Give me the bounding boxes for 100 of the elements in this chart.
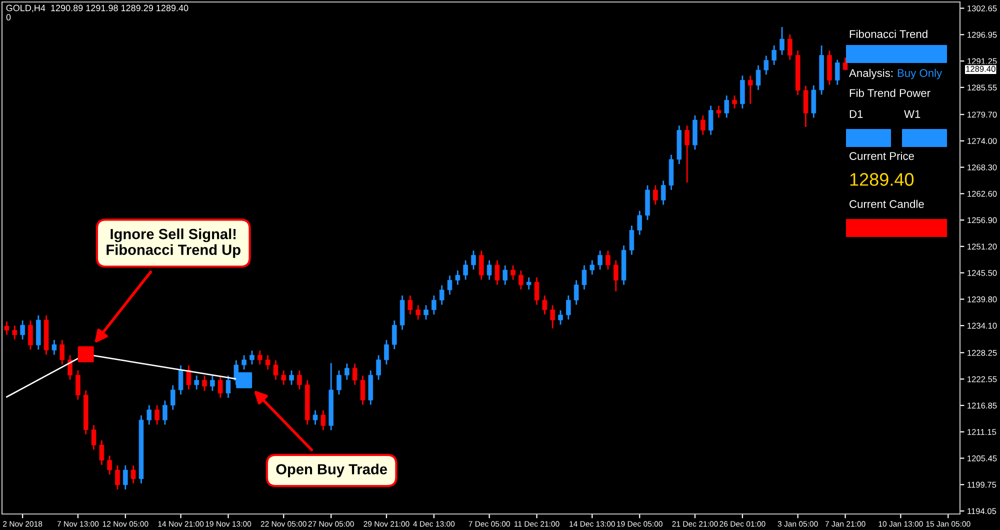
candlestick (68, 354, 72, 380)
candlestick (408, 294, 413, 316)
candlestick (384, 339, 389, 366)
candlestick (352, 362, 358, 386)
candlestick (344, 362, 350, 380)
annotation: Analysis: (849, 68, 892, 80)
candlestick (471, 250, 476, 270)
candlestick (439, 284, 444, 306)
candlestick (582, 264, 587, 290)
y-tick-label: 1279.70 (968, 112, 997, 118)
annotation: Open Buy Trade (276, 464, 387, 478)
candlestick (772, 44, 776, 66)
candlestick (637, 210, 642, 236)
candlestick (226, 374, 231, 398)
candlestick (4, 320, 10, 336)
candlestick (312, 410, 318, 426)
y-tick-label: 1245.50 (968, 270, 997, 276)
annotation: W1 (904, 110, 920, 118)
candlestick (463, 260, 468, 280)
candlestick (764, 55, 769, 76)
candlestick (534, 276, 540, 306)
candlestick (336, 370, 342, 396)
candlestick (162, 400, 168, 426)
candlestick (123, 464, 128, 490)
annotation: 1289.40 (850, 173, 914, 186)
candlestick (740, 74, 745, 110)
candlestick (273, 360, 278, 380)
candlestick (130, 464, 136, 484)
candlestick (653, 184, 658, 206)
candlestick (265, 354, 270, 370)
candlestick (842, 56, 848, 71)
y-tick-label: 1262.60 (968, 190, 997, 197)
candlestick (99, 440, 104, 466)
candlestick (502, 264, 508, 286)
candlestick (146, 404, 152, 426)
candlestick (91, 424, 96, 450)
y-tick-label: 1228.25 (968, 350, 997, 356)
candlestick (732, 94, 737, 110)
candlestick (494, 260, 500, 286)
candlestick (510, 264, 516, 280)
candlestick (606, 250, 610, 270)
candlestick (416, 304, 420, 320)
candlestick (700, 114, 706, 136)
y-tick-label: 1234.10 (968, 322, 997, 329)
candlestick (550, 304, 555, 330)
candlestick (194, 374, 199, 390)
candlestick (258, 350, 262, 366)
candlestick (392, 320, 397, 350)
candlestick (716, 105, 722, 118)
y-tick-label: 1194.05 (968, 508, 996, 514)
candlestick (756, 64, 761, 91)
candlestick (526, 276, 532, 290)
candlestick (60, 339, 65, 366)
annotation: Current Candle (850, 200, 924, 208)
y-tick-label: 1291.25 (968, 58, 997, 64)
candlestick (660, 180, 666, 206)
y-tick-label: 1199.75 (968, 482, 996, 488)
candlestick (834, 59, 840, 86)
candlestick (811, 84, 816, 118)
candlestick (424, 304, 428, 320)
candlestick (115, 464, 120, 490)
candlestick (107, 454, 112, 476)
annotation: 0 (6, 14, 11, 20)
candlestick (320, 410, 326, 431)
candlestick (447, 274, 452, 296)
annotation: Fibonacci Trend (850, 30, 928, 38)
candlestick (598, 250, 602, 270)
candlestick (803, 85, 808, 128)
candlestick (432, 294, 436, 316)
candlestick (590, 260, 595, 276)
y-tick-label: 1285.55 (968, 84, 997, 91)
text: 1289.40 (966, 66, 996, 72)
y-tick-label: 1205.45 (968, 455, 997, 462)
candlestick (154, 404, 160, 426)
candlestick (202, 374, 207, 392)
candlestick (780, 26, 784, 56)
annotation: Ignore Sell Signal! Fibonacci Trend Up (106, 228, 240, 258)
y-tick-label: 1216.85 (968, 402, 997, 409)
candlestick (12, 324, 18, 340)
candlestick (281, 370, 286, 386)
y-tick-label: 1296.95 (968, 32, 997, 38)
annotation: D1 (850, 110, 863, 118)
candlestick (558, 310, 563, 326)
candlestick (218, 374, 223, 398)
candlestick (708, 105, 714, 136)
candlestick (376, 354, 381, 380)
annotation: Current Price (850, 152, 914, 160)
candlestick (210, 374, 215, 392)
y-tick-label: 1302.65 (968, 5, 997, 12)
y-tick-label: 1268.30 (968, 164, 997, 170)
candlestick (170, 384, 176, 411)
candlestick (486, 260, 492, 280)
y-tick-label: 1274.00 (968, 138, 997, 144)
candlestick (455, 270, 460, 286)
candlestick (629, 224, 634, 256)
candlestick (788, 34, 792, 61)
candlestick (613, 260, 618, 292)
annotation: Fib Trend Power (850, 88, 930, 97)
candlestick (566, 294, 571, 320)
chart-title: GOLD,H4 1290.89 1291.98 1289.29 1289.40 (6, 4, 188, 12)
